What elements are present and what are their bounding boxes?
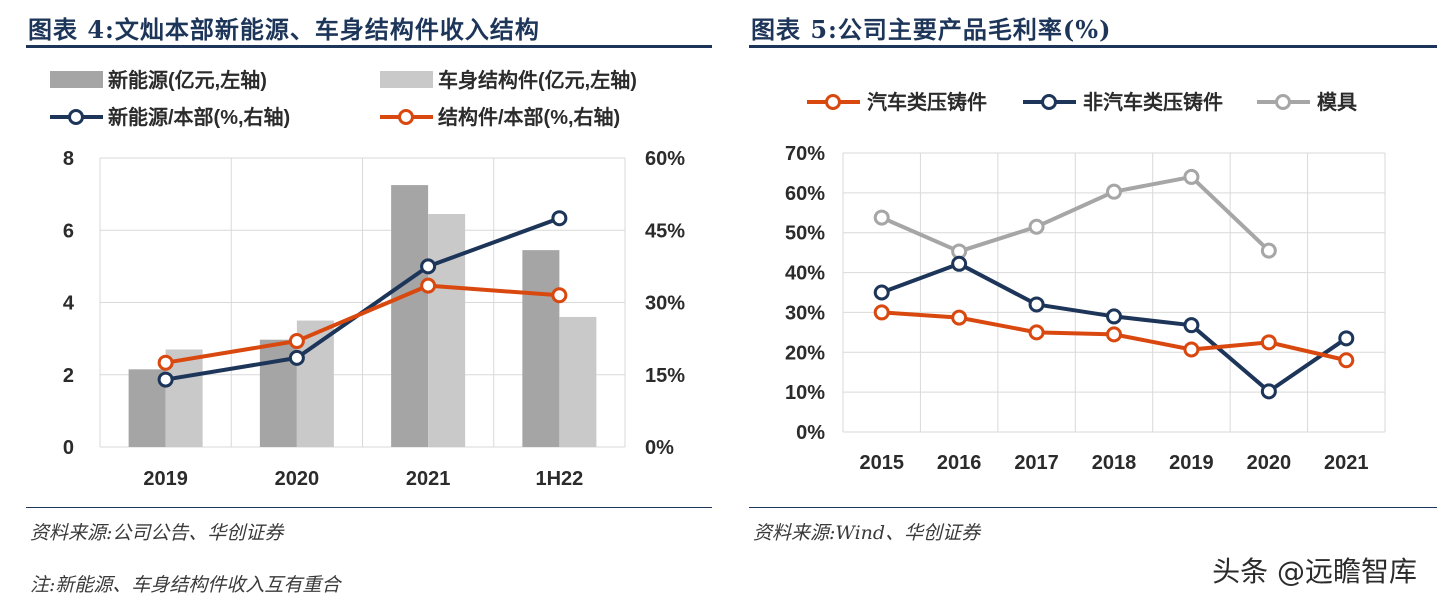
- margin-line-chart: 0% 10% 20% 30% 40% 50% 60% 70% 2015 2016 2017 2018 2…: [785, 90, 1386, 474]
- legend-swatch: [50, 71, 103, 88]
- x-tick-label: 2016: [937, 452, 982, 474]
- x-tick-label: 2020: [275, 468, 320, 490]
- point-molds: [1106, 183, 1122, 200]
- right-chart-panel: 图表 5:公司主要产品毛利率(%) 0% 10% 20% 30% 40% 50% 60% 70…: [745, 0, 1441, 602]
- point-structure-share: [551, 287, 568, 304]
- y-tick-label: 40%: [785, 263, 825, 285]
- legend-label: 模具: [1317, 90, 1357, 114]
- line-molds: [880, 174, 1271, 254]
- y-left-tick-label: 0: [63, 437, 74, 459]
- bar-body-structure: [428, 213, 466, 447]
- y-right-tick-label: 60%: [645, 148, 685, 170]
- source-divider-left: [26, 507, 712, 508]
- legend-swatch: [380, 71, 433, 88]
- x-tick-label: 2021: [406, 468, 451, 490]
- watermark: 头条 @远瞻智库: [1212, 555, 1417, 588]
- x-tick-label: 2018: [1092, 452, 1137, 474]
- point-auto-die-casting: [951, 309, 968, 326]
- bar-new-energy: [522, 250, 560, 447]
- point-non-auto-die-casting: [951, 255, 968, 272]
- source-divider-right: [749, 507, 1437, 508]
- point-new-energy-share: [420, 258, 437, 275]
- legend-label: 新能源(亿元,左轴): [108, 68, 267, 92]
- point-structure-share: [420, 277, 437, 294]
- point-auto-die-casting: [1106, 326, 1122, 343]
- y-tick-label: 50%: [785, 223, 825, 245]
- x-tick-label: 2017: [1014, 452, 1059, 474]
- point-new-energy-share: [288, 349, 305, 366]
- point-non-auto-die-casting: [1028, 296, 1045, 313]
- point-new-energy-share: [157, 371, 174, 388]
- legend-label: 新能源/本部(%,右轴): [108, 105, 290, 129]
- y-tick-label: 20%: [785, 342, 825, 364]
- point-non-auto-die-casting: [1260, 383, 1277, 400]
- y-tick-label: 0%: [796, 422, 825, 444]
- y-right-tick-label: 45%: [645, 220, 685, 242]
- bar-body-structure: [559, 316, 597, 447]
- y-tick-label: 30%: [785, 302, 825, 324]
- x-tick-label: 2020: [1247, 452, 1292, 474]
- title-divider-left: [26, 45, 712, 48]
- x-tick-label: 2019: [143, 468, 188, 490]
- y-right-tick-label: 0%: [645, 437, 674, 459]
- title-divider-right: [749, 45, 1437, 48]
- legend-marker: [68, 109, 84, 125]
- point-structure-share: [288, 333, 305, 350]
- source-note-right: 资料来源:Wind、华创证券: [753, 522, 981, 544]
- line-structure-share: [165, 283, 560, 365]
- legend-marker: [1041, 94, 1057, 110]
- point-molds: [1183, 168, 1200, 185]
- y-tick-label: 60%: [785, 183, 825, 205]
- x-tick-label: 2019: [1169, 452, 1214, 474]
- x-tick-label: 1H22: [535, 468, 583, 490]
- chart-title-right: 图表 5:公司主要产品毛利率(%): [751, 15, 1112, 44]
- bar-line-chart: 0 2 4 6 8 0% 15% 30% 45% 60% 2019 2020 2021 1H22 新能源(亿…: [50, 68, 685, 490]
- y-right-tick-label: 15%: [645, 365, 685, 387]
- x-tick-label: 2021: [1324, 452, 1369, 474]
- bar-new-energy: [391, 185, 429, 447]
- point-auto-die-casting: [1028, 324, 1045, 341]
- left-chart-panel: 图表 4:文灿本部新能源、车身结构件收入结构 0 2 4 6 8 0% 15% 30% 45% 6…: [0, 0, 715, 602]
- y-right-tick-label: 30%: [645, 293, 685, 315]
- legend-marker: [825, 94, 841, 110]
- point-non-auto-die-casting: [873, 284, 890, 301]
- y-tick-label: 10%: [785, 382, 825, 404]
- legend-label: 汽车类压铸件: [867, 90, 987, 114]
- y-left-tick-label: 8: [63, 148, 74, 170]
- legend-label: 车身结构件(亿元,左轴): [438, 68, 637, 92]
- y-left-tick-label: 6: [63, 220, 74, 242]
- legend-marker: [398, 109, 414, 125]
- point-auto-die-casting: [1183, 341, 1200, 358]
- y-left-tick-label: 2: [63, 365, 74, 387]
- footnote-left: 注:新能源、车身结构件收入互有重合: [30, 574, 341, 596]
- point-auto-die-casting: [1338, 352, 1355, 369]
- chart-title-left: 图表 4:文灿本部新能源、车身结构件收入结构: [28, 15, 540, 44]
- y-left-tick-label: 4: [63, 293, 75, 315]
- legend-marker: [1275, 94, 1291, 110]
- source-note-left: 资料来源:公司公告、华创证券: [30, 522, 284, 544]
- point-auto-die-casting: [873, 304, 890, 321]
- point-structure-share: [157, 354, 174, 371]
- point-molds: [1028, 218, 1045, 235]
- point-molds: [1260, 242, 1277, 259]
- point-non-auto-die-casting: [1106, 308, 1122, 325]
- point-molds: [873, 209, 890, 226]
- legend-label: 非汽车类压铸件: [1083, 90, 1223, 114]
- point-non-auto-die-casting: [1338, 330, 1355, 347]
- point-auto-die-casting: [1260, 334, 1277, 351]
- point-non-auto-die-casting: [1183, 317, 1200, 334]
- legend-label: 结构件/本部(%,右轴): [438, 105, 620, 129]
- y-tick-label: 70%: [785, 143, 825, 165]
- x-tick-label: 2015: [859, 452, 904, 474]
- point-new-energy-share: [551, 210, 568, 227]
